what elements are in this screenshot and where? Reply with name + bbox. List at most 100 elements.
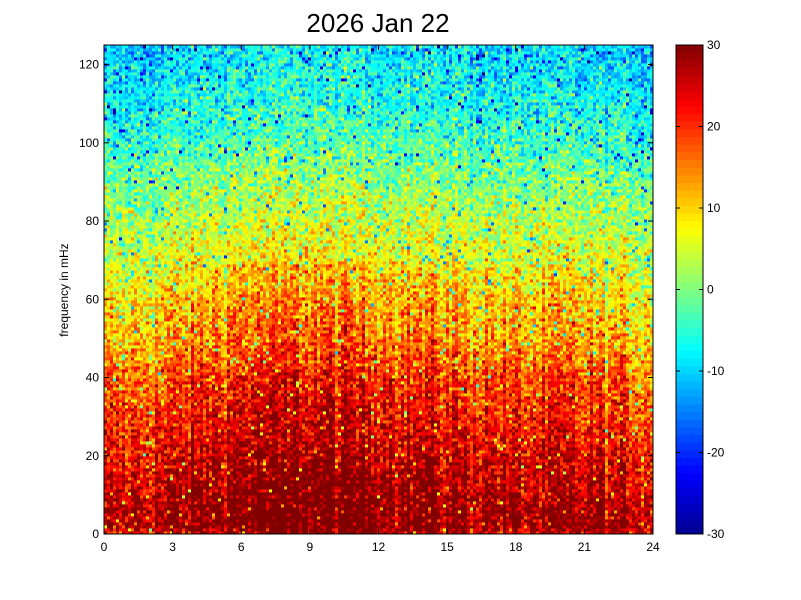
heatmap-cell xyxy=(167,171,170,174)
heatmap-cell xyxy=(131,129,134,132)
heatmap-cell xyxy=(191,165,194,168)
heatmap-cell xyxy=(134,90,137,93)
heatmap-cell xyxy=(179,117,182,120)
heatmap-cell xyxy=(155,459,158,462)
heatmap-cell xyxy=(158,456,161,459)
heatmap-cell xyxy=(116,423,119,426)
heatmap-cell xyxy=(122,57,125,60)
heatmap-cell xyxy=(110,69,113,72)
heatmap-cell xyxy=(173,255,176,258)
heatmap-cell xyxy=(140,102,143,105)
heatmap-cell xyxy=(182,435,185,438)
heatmap-cell xyxy=(191,384,194,387)
heatmap-cell xyxy=(119,444,122,447)
heatmap-cell xyxy=(134,432,137,435)
heatmap-cell xyxy=(137,504,140,507)
heatmap-cell xyxy=(158,324,161,327)
heatmap-cell xyxy=(134,330,137,333)
heatmap-cell xyxy=(143,90,146,93)
heatmap-cell xyxy=(182,87,185,90)
heatmap-cell xyxy=(119,471,122,474)
heatmap-cell xyxy=(167,261,170,264)
heatmap-cell xyxy=(116,153,119,156)
heatmap-cell xyxy=(104,348,107,351)
heatmap-cell xyxy=(137,51,140,54)
heatmap-cell xyxy=(158,270,161,273)
heatmap-cell xyxy=(173,384,176,387)
heatmap-cell xyxy=(191,213,194,216)
heatmap-cell xyxy=(116,96,119,99)
heatmap-cell xyxy=(128,417,131,420)
heatmap-cell xyxy=(131,132,134,135)
heatmap-cell xyxy=(158,222,161,225)
heatmap-cell xyxy=(161,441,164,444)
heatmap-cell xyxy=(191,336,194,339)
heatmap-cell xyxy=(194,228,197,231)
heatmap-cell xyxy=(164,366,167,369)
heatmap-cell xyxy=(191,333,194,336)
heatmap-cell xyxy=(182,111,185,114)
heatmap-cell xyxy=(143,174,146,177)
heatmap-cell xyxy=(170,261,173,264)
heatmap-cell xyxy=(146,135,149,138)
heatmap-cell xyxy=(164,510,167,513)
heatmap-cell xyxy=(128,303,131,306)
heatmap-cell xyxy=(104,48,107,51)
heatmap-cell xyxy=(188,168,191,171)
heatmap-cell xyxy=(167,213,170,216)
heatmap-cell xyxy=(158,459,161,462)
heatmap-cell xyxy=(143,354,146,357)
heatmap-cell xyxy=(176,456,179,459)
heatmap-cell xyxy=(113,201,116,204)
heatmap-cell xyxy=(110,159,113,162)
heatmap-cell xyxy=(137,414,140,417)
heatmap-cell xyxy=(182,57,185,60)
heatmap-cell xyxy=(128,168,131,171)
heatmap-cell xyxy=(107,417,110,420)
heatmap-cell xyxy=(128,396,131,399)
heatmap-cell xyxy=(155,264,158,267)
heatmap-cell xyxy=(137,168,140,171)
heatmap-cell xyxy=(104,330,107,333)
heatmap-cell xyxy=(131,417,134,420)
heatmap-cell xyxy=(122,300,125,303)
heatmap-cell xyxy=(107,225,110,228)
heatmap-cell xyxy=(116,75,119,78)
heatmap-cell xyxy=(170,456,173,459)
heatmap-cell xyxy=(119,441,122,444)
heatmap-cell xyxy=(173,414,176,417)
heatmap-cell xyxy=(137,189,140,192)
heatmap-cell xyxy=(116,372,119,375)
heatmap-cell xyxy=(155,273,158,276)
heatmap-cell xyxy=(110,480,113,483)
heatmap-cell xyxy=(125,324,128,327)
heatmap-cell xyxy=(176,273,179,276)
heatmap-cell xyxy=(191,342,194,345)
heatmap-cell xyxy=(137,423,140,426)
heatmap-cell xyxy=(185,261,188,264)
heatmap-cell xyxy=(122,345,125,348)
heatmap-cell xyxy=(164,435,167,438)
heatmap-cell xyxy=(170,105,173,108)
heatmap-cell xyxy=(113,243,116,246)
heatmap-cell xyxy=(143,144,146,147)
heatmap-cell xyxy=(185,387,188,390)
heatmap-cell xyxy=(176,459,179,462)
heatmap-cell xyxy=(143,366,146,369)
heatmap-cell xyxy=(188,93,191,96)
heatmap-cell xyxy=(104,267,107,270)
heatmap-cell xyxy=(125,147,128,150)
heatmap-cell xyxy=(161,498,164,501)
heatmap-cell xyxy=(167,375,170,378)
heatmap-cell xyxy=(137,312,140,315)
heatmap-cell xyxy=(107,135,110,138)
heatmap-cell xyxy=(191,228,194,231)
heatmap-cell xyxy=(179,165,182,168)
heatmap-cell xyxy=(164,522,167,525)
heatmap-cell xyxy=(179,264,182,267)
heatmap-cell xyxy=(104,147,107,150)
heatmap-cell xyxy=(170,267,173,270)
heatmap-cell xyxy=(146,180,149,183)
heatmap-cell xyxy=(110,90,113,93)
heatmap-cell xyxy=(152,156,155,159)
